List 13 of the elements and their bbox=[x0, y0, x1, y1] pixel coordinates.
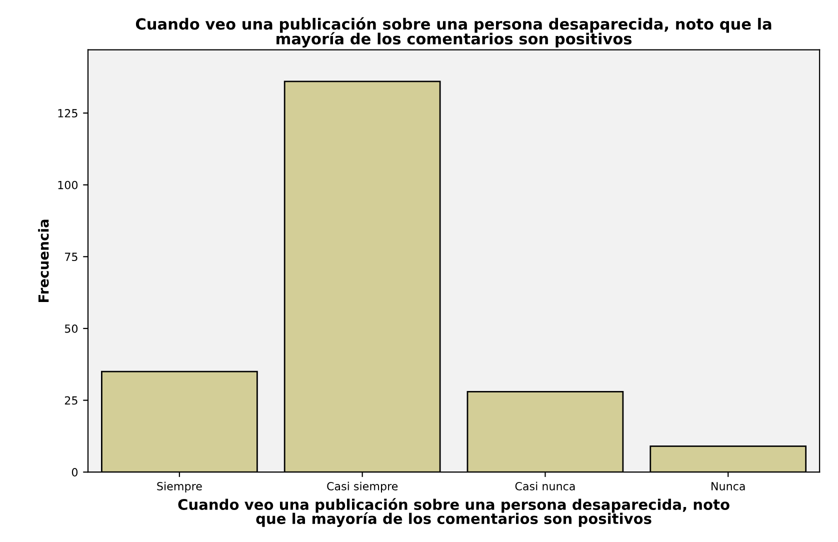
y-tick-label: 75 bbox=[65, 252, 78, 262]
y-axis-title: Frecuencia bbox=[38, 220, 49, 302]
y-tick-label: 25 bbox=[64, 396, 78, 405]
x-tick-label: Nunca bbox=[712, 482, 745, 490]
x-tick-label: Siempre bbox=[157, 482, 202, 493]
y-tick-label: 0 bbox=[72, 468, 78, 476]
x-axis-title: Cuando veo una publicación sobre una persona desaparecida, noto que la mayoría de los comentarios son positivos bbox=[178, 498, 730, 528]
chart-title: Cuando veo una publicación sobre una persona desaparecida, noto que la mayoría de los comentarios son positivos bbox=[136, 17, 772, 48]
x-tick-label: Casi siempre bbox=[327, 482, 398, 493]
y-tick-label: 50 bbox=[64, 324, 78, 333]
y-tick-label: 100 bbox=[58, 180, 78, 190]
x-tick-label: Casi nunca bbox=[515, 482, 575, 490]
y-tick-label: 125 bbox=[58, 109, 78, 118]
